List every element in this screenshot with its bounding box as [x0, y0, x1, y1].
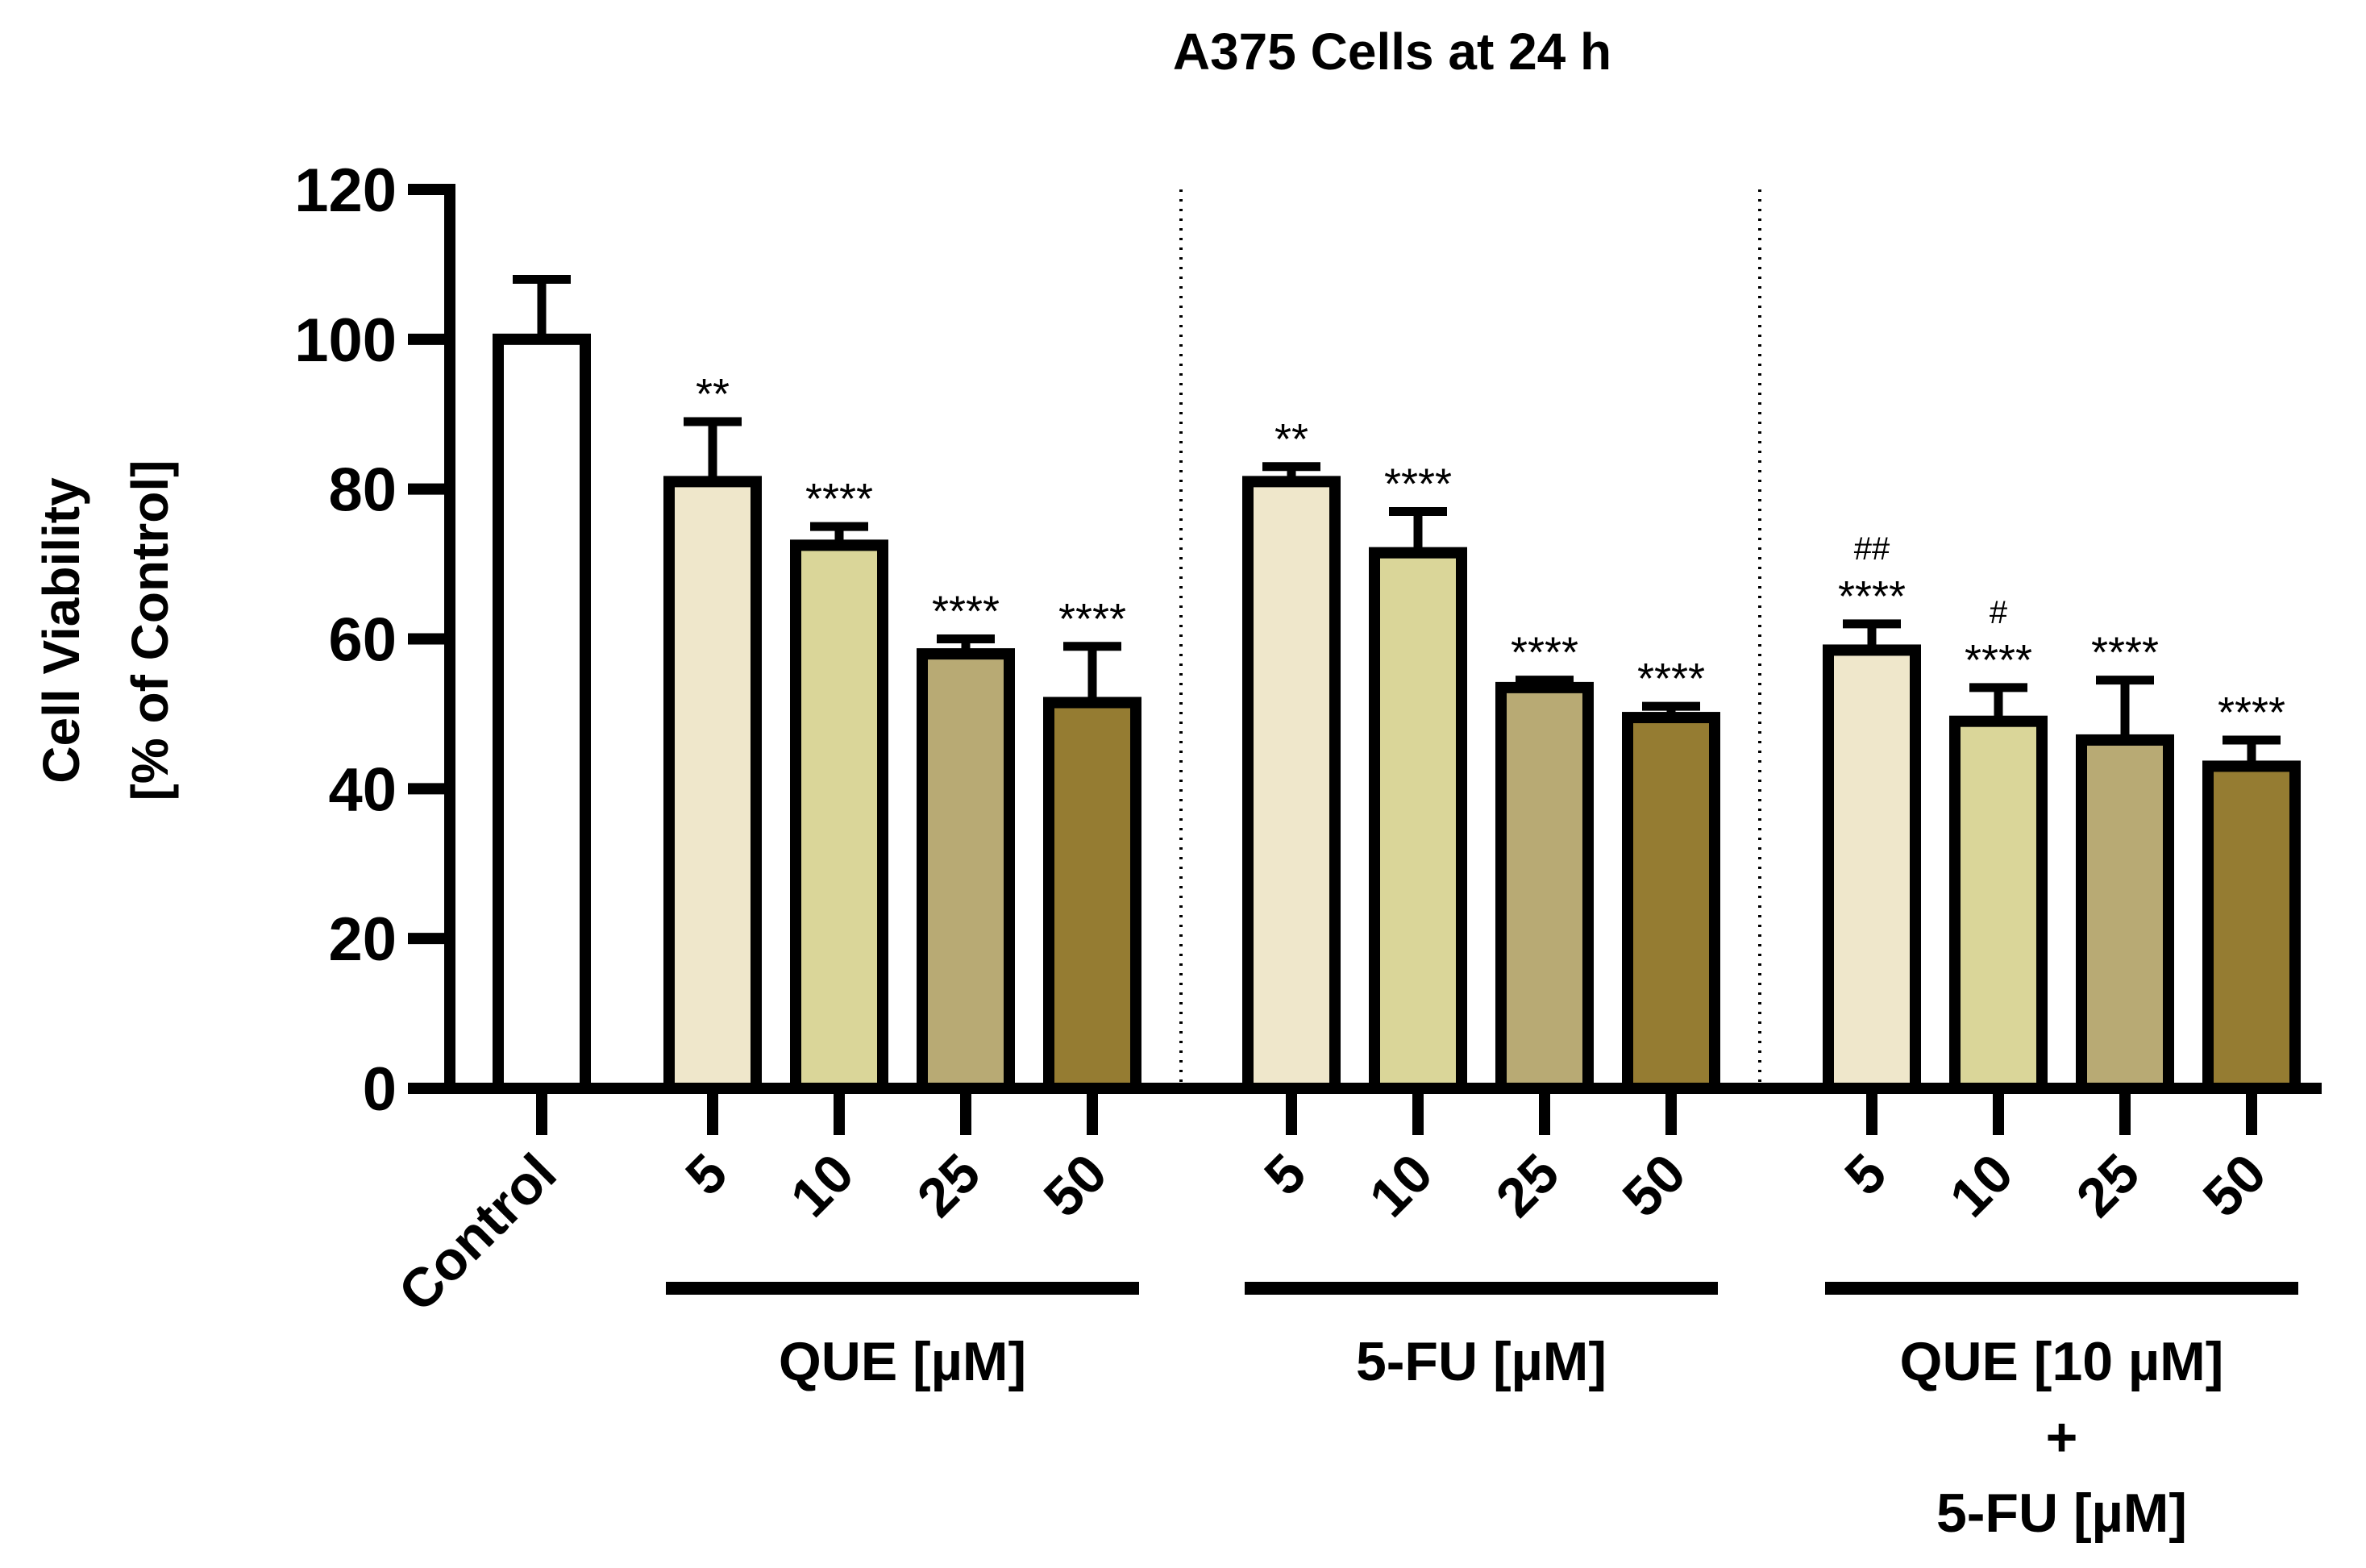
y-axis-title: Cell Viability [% of Control]	[32, 460, 179, 801]
significance-stars-2: ****	[805, 475, 873, 523]
x-tick-label-10: 10	[1938, 1142, 2024, 1229]
bar-7	[1495, 681, 1594, 1094]
x-tick-label-6: 10	[1358, 1142, 1444, 1229]
significance-stars-10: ****	[1965, 636, 2032, 684]
group-label-3-line-3: 5-FU [µM]	[1936, 1483, 2187, 1544]
significance-stars-8: ****	[1637, 655, 1705, 703]
significance-stars-12: ****	[2218, 688, 2285, 737]
bar-12	[2202, 760, 2301, 1094]
x-tick-label-12: 50	[2191, 1142, 2277, 1229]
significance-hash-9: ##	[1854, 531, 1890, 567]
significance-stars-1: **	[696, 370, 730, 418]
x-tick-label-3: 25	[905, 1142, 992, 1229]
bar-3	[917, 648, 1015, 1094]
y-axis-title-line-1: Cell Viability	[32, 477, 90, 784]
bar-2	[790, 539, 888, 1094]
y-tick-label-120: 120	[294, 156, 397, 225]
group-labels: QUE [µM] 5-FU [µM] QUE [10 µM] +5-FU [µM]	[666, 1282, 2298, 1544]
x-tick-label-4: 50	[1032, 1142, 1118, 1229]
x-tick-label-11: 25	[2065, 1142, 2151, 1229]
y-tick-label-0: 0	[363, 1055, 397, 1124]
group-label-3-line-1: QUE [10 µM]	[1900, 1331, 2224, 1392]
bars: ********** **********************##****#*…	[493, 275, 2301, 1095]
bar-10	[1949, 715, 2048, 1094]
x-tick-label-7: 25	[1484, 1142, 1570, 1229]
significance-hash-10: #	[1990, 595, 2008, 630]
x-tick-label-0: Control	[387, 1142, 568, 1324]
bar-11	[2076, 734, 2174, 1094]
x-tick-label-8: 50	[1611, 1142, 1697, 1229]
significance-stars-3: ****	[932, 588, 1000, 636]
bar-0	[493, 333, 591, 1095]
group-label-2-line-1: 5-FU [µM]	[1356, 1331, 1607, 1392]
bar-6	[1369, 547, 1467, 1094]
y-tick-label-100: 100	[294, 306, 397, 375]
y-axis-title-line-2: [% of Control]	[121, 460, 179, 801]
x-tick-label-5: 5	[1253, 1142, 1317, 1207]
y-tick-label-20: 20	[328, 905, 397, 974]
bar-8	[1622, 712, 1720, 1094]
group-label-3-line-2: +	[2046, 1407, 2078, 1468]
group-label-1-line-1: QUE [µM]	[779, 1331, 1026, 1392]
y-axis: 0 20 40 60 80 100 120	[294, 156, 455, 1124]
x-tick-label-1: 5	[674, 1142, 738, 1207]
y-tick-label-80: 80	[328, 456, 397, 525]
chart-title: A375 Cells at 24 h	[1173, 23, 1611, 81]
x-tick-label-9: 5	[1833, 1142, 1898, 1207]
y-tick-label-40: 40	[328, 755, 397, 824]
significance-stars-4: ****	[1058, 595, 1126, 643]
x-tick-label-2: 10	[779, 1142, 865, 1229]
significance-stars-11: ****	[2091, 629, 2159, 677]
y-tick-label-60: 60	[328, 606, 397, 675]
bar-5	[1242, 476, 1341, 1094]
bar-1	[663, 476, 762, 1094]
bar-9	[1823, 644, 1921, 1094]
significance-stars-9: ****	[1838, 572, 1906, 621]
significance-stars-6: ****	[1384, 460, 1452, 509]
significance-stars-7: ****	[1511, 629, 1578, 677]
significance-stars-5: **	[1274, 415, 1308, 464]
bar-4	[1043, 697, 1141, 1095]
